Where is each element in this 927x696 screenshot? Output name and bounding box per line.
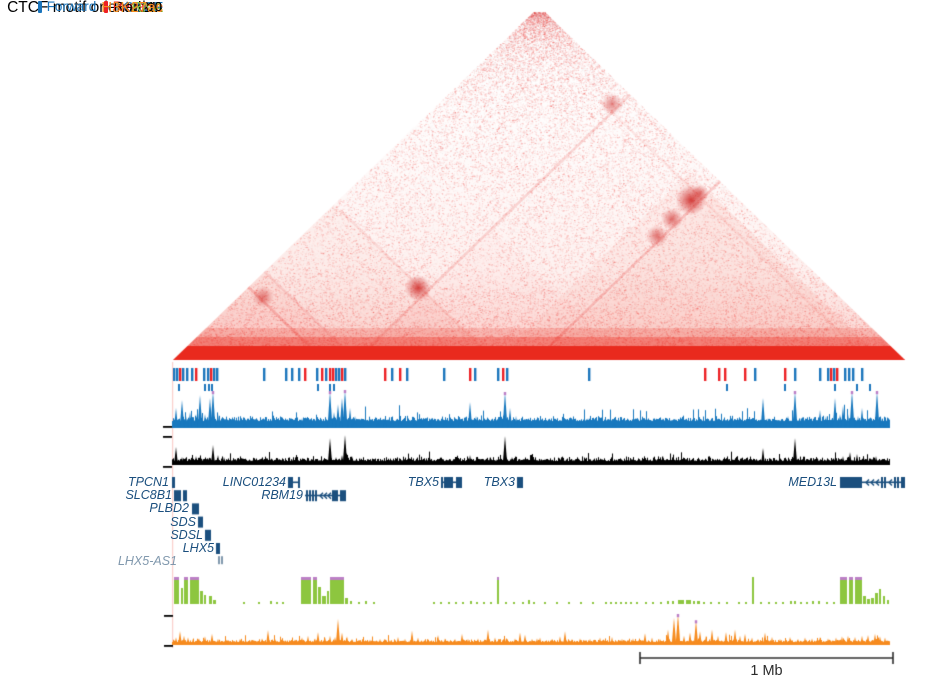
motif-legend: Forward Reverse (0, 0, 163, 14)
gene-label-tpcn1: TPCN1 (128, 475, 169, 489)
gene-label-med13l: MED13L (788, 475, 837, 489)
h3k27ac-axis-min: 0 (154, 0, 162, 14)
gene-label-sdsl: SDSL (170, 527, 203, 542)
gene-label-lhx5-as1: LHX5-AS1 (117, 554, 177, 569)
gene-label-tbx5: TBX5 (407, 475, 439, 489)
rna-track-label: RNA (131, 0, 163, 16)
gene-label-slc8b1: SLC8B1 (125, 488, 172, 503)
h3k27ac-track-label: H3K27ac (101, 0, 163, 16)
gene-label-plbd2: PLBD2 (149, 501, 189, 516)
gene-label-sds: SDS (170, 514, 196, 529)
gene-label-rbm19: RBM19 (261, 488, 303, 503)
ctcf-track-label: CTCF (123, 0, 163, 16)
gene-label-linc01234: LINC01234 (222, 475, 286, 489)
motif-orientation-title: CTCF motif orientation (7, 0, 163, 16)
forward-tick-icon (37, 1, 42, 13)
reverse-tick-icon (103, 1, 108, 13)
scalebar-label: 1 Mb (750, 663, 783, 679)
gene-label-tbx3: TBX3 (483, 475, 515, 489)
rad21-track-label: Rad21 (113, 0, 158, 16)
legend-reverse-label: Reverse (112, 0, 163, 14)
legend-forward-label: Forward (46, 0, 97, 14)
h3k27ac-axis-max: 10 (147, 0, 162, 14)
gene-label-lhx5: LHX5 (182, 541, 214, 555)
